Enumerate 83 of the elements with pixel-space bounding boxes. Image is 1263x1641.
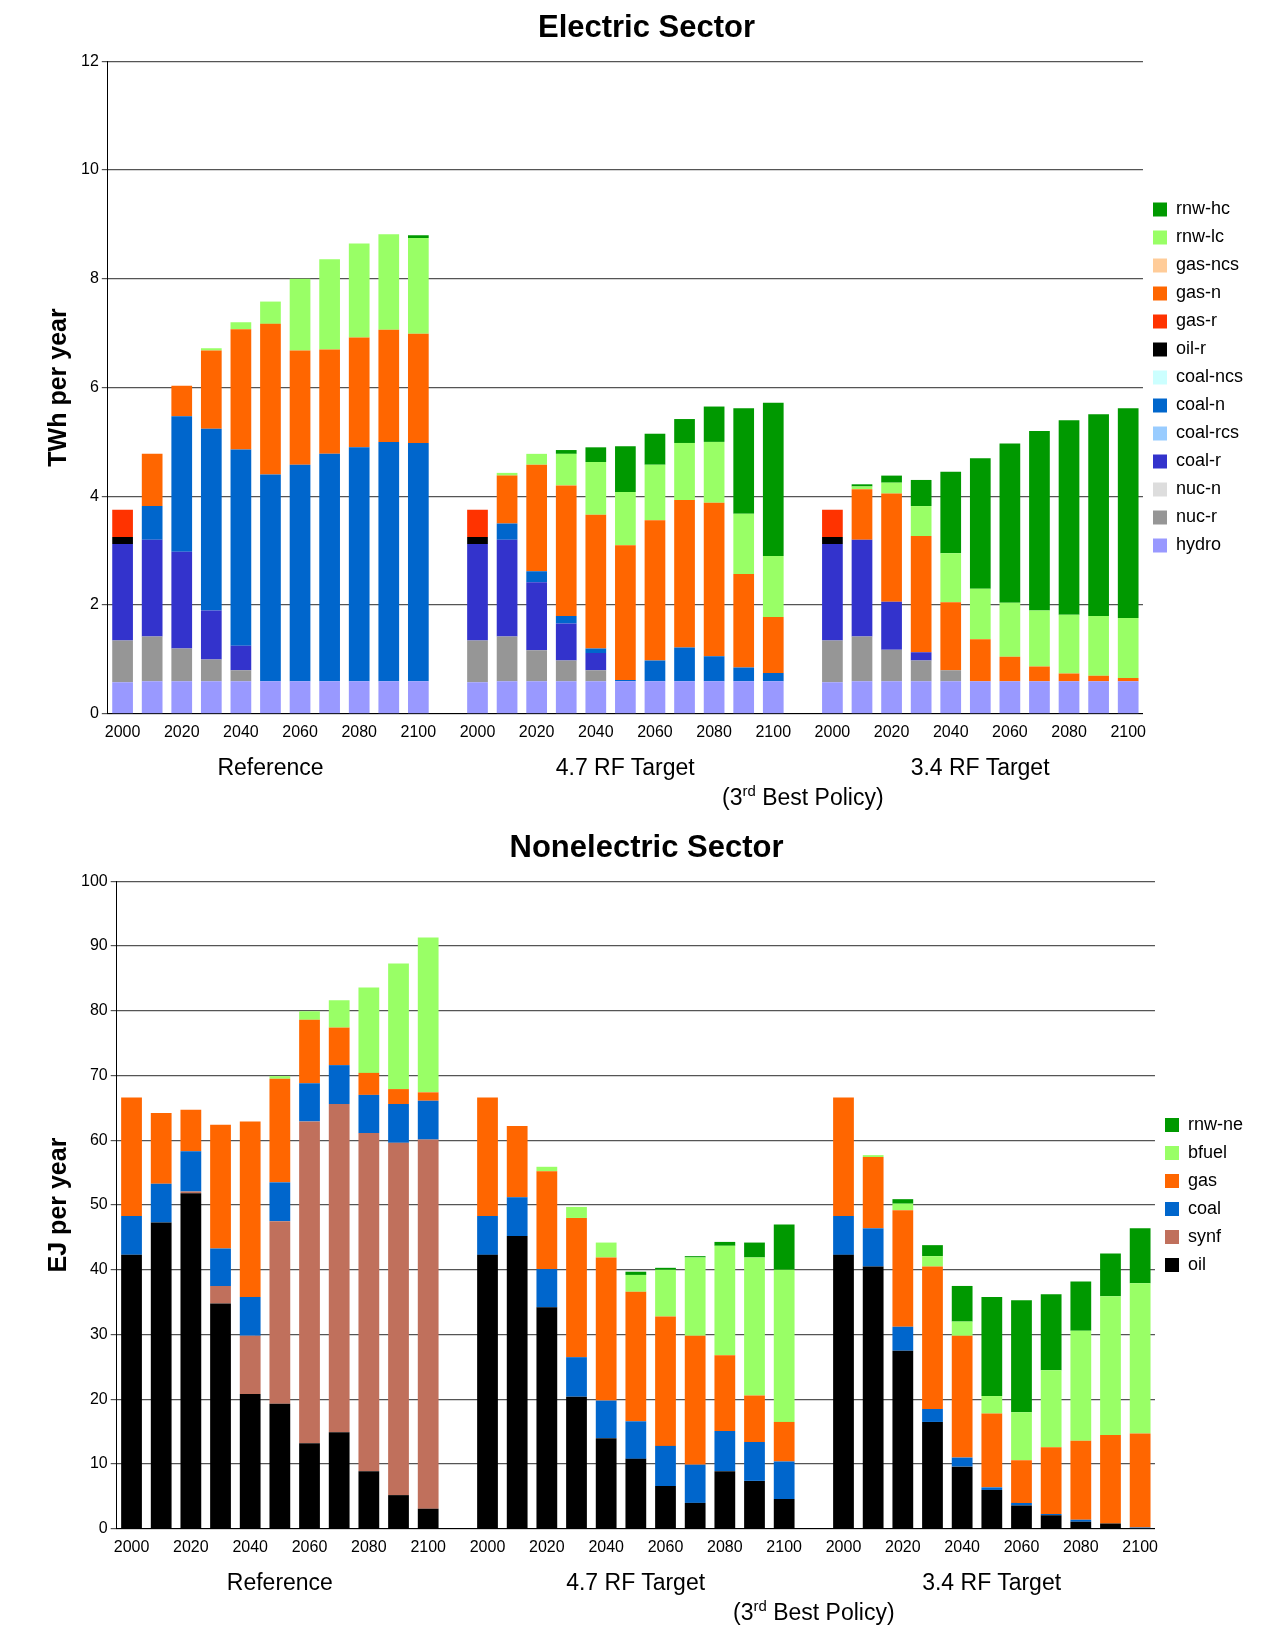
y-tick-label: 4 bbox=[89, 486, 99, 504]
x-tick-label: 2100 bbox=[755, 722, 792, 740]
x-tick-label: 2060 bbox=[647, 1537, 684, 1555]
x-tick-label: 2020 bbox=[529, 1537, 565, 1555]
x-tick-label: 2060 bbox=[1003, 1537, 1040, 1555]
legend-label: coal bbox=[1187, 1197, 1222, 1218]
x-tick-label: 2040 bbox=[932, 722, 969, 740]
x-tick-label: 2040 bbox=[223, 722, 259, 740]
x-tick-label: 2000 bbox=[814, 722, 851, 740]
x-tick-label: 2040 bbox=[944, 1537, 981, 1555]
legend-label: hydro bbox=[1175, 534, 1222, 555]
legend-label: nuc-n bbox=[1175, 478, 1222, 499]
y-tick-label: 20 bbox=[89, 1389, 108, 1407]
legend-label: gas bbox=[1187, 1169, 1218, 1190]
x-tick-label: 2080 bbox=[1063, 1537, 1099, 1555]
legend-label: rnw-hc bbox=[1175, 198, 1230, 219]
legend-label: coal-ncs bbox=[1175, 366, 1244, 387]
x-tick-label: 2080 bbox=[341, 722, 378, 740]
legend-label: coal-n bbox=[1175, 394, 1226, 415]
y-tick-label: 6 bbox=[89, 377, 99, 395]
text: 3.4 RF Target bbox=[910, 754, 1051, 780]
x-tick-label: 2020 bbox=[873, 722, 910, 740]
text: Reference bbox=[217, 754, 324, 780]
y-axis-title: EJ per year bbox=[42, 1137, 71, 1273]
legend-label: gas-r bbox=[1175, 310, 1217, 331]
y-tick-label: 10 bbox=[89, 1454, 108, 1472]
x-tick-label: 2100 bbox=[400, 722, 437, 740]
x-tick-label: 2060 bbox=[992, 722, 1028, 740]
legend-label: rnw-ne bbox=[1187, 1113, 1244, 1134]
x-tick-label: 2100 bbox=[1110, 722, 1147, 740]
x-tick-label: 2020 bbox=[173, 1537, 209, 1555]
text: Reference bbox=[226, 1569, 333, 1595]
x-tick-label: 2060 bbox=[282, 722, 318, 740]
text: 3.4 RF Target bbox=[922, 1569, 1062, 1595]
legend-label: gas-n bbox=[1175, 282, 1222, 303]
x-tick-label: 2100 bbox=[1122, 1537, 1159, 1555]
y-tick-label: 100 bbox=[80, 871, 108, 889]
y-tick-label: 30 bbox=[89, 1324, 108, 1342]
x-tick-label: 2000 bbox=[469, 1537, 506, 1555]
x-tick-label: 2060 bbox=[637, 722, 673, 740]
chart-title: Nonelectric Sector bbox=[509, 829, 784, 865]
y-tick-label: 12 bbox=[81, 51, 99, 69]
y-axis-title: TWh per year bbox=[42, 308, 71, 467]
y-tick-label: 40 bbox=[89, 1260, 108, 1278]
text: 4.7 RF Target bbox=[555, 754, 696, 780]
y-tick-label: 10 bbox=[81, 160, 99, 178]
x-tick-label: 2000 bbox=[825, 1537, 862, 1555]
x-tick-label: 2080 bbox=[1051, 722, 1087, 740]
x-tick-label: 2060 bbox=[291, 1537, 328, 1555]
x-tick-label: 2020 bbox=[518, 722, 555, 740]
x-tick-label: 2020 bbox=[163, 722, 200, 740]
y-tick-label: 8 bbox=[89, 269, 99, 287]
y-tick-label: 0 bbox=[98, 1519, 108, 1537]
y-tick-label: 0 bbox=[89, 704, 99, 722]
x-tick-label: 2000 bbox=[459, 722, 496, 740]
legend-label: bfuel bbox=[1187, 1141, 1228, 1162]
chart-title: Electric Sector bbox=[537, 9, 756, 45]
legend-label: rnw-lc bbox=[1175, 226, 1224, 247]
x-tick-label: 2040 bbox=[578, 722, 614, 740]
x-tick-label: 2000 bbox=[104, 722, 141, 740]
legend-label: coal-r bbox=[1175, 450, 1221, 471]
legend-label: gas-ncs bbox=[1175, 254, 1240, 275]
x-tick-label: 2080 bbox=[351, 1537, 387, 1555]
x-tick-label: 2100 bbox=[410, 1537, 447, 1555]
y-tick-label: 90 bbox=[89, 936, 108, 954]
legend-label: oil bbox=[1187, 1253, 1206, 1274]
x-tick-label: 2100 bbox=[766, 1537, 803, 1555]
x-tick-label: 2040 bbox=[232, 1537, 269, 1555]
y-tick-label: 60 bbox=[89, 1130, 108, 1148]
legend-label: synf bbox=[1187, 1225, 1222, 1246]
text: 4.7 RF Target bbox=[566, 1569, 706, 1595]
legend-label: oil-r bbox=[1175, 338, 1206, 359]
x-tick-label: 2080 bbox=[707, 1537, 743, 1555]
y-tick-label: 80 bbox=[89, 1001, 108, 1019]
y-tick-label: 2 bbox=[89, 595, 99, 613]
y-tick-label: 70 bbox=[89, 1065, 108, 1083]
x-tick-label: 2020 bbox=[885, 1537, 921, 1555]
legend-label: nuc-r bbox=[1175, 506, 1217, 527]
y-tick-label: 50 bbox=[89, 1195, 108, 1213]
x-tick-label: 2080 bbox=[696, 722, 733, 740]
x-tick-label: 2040 bbox=[588, 1537, 625, 1555]
x-tick-label: 2000 bbox=[113, 1537, 150, 1555]
legend-label: coal-rcs bbox=[1175, 422, 1239, 443]
